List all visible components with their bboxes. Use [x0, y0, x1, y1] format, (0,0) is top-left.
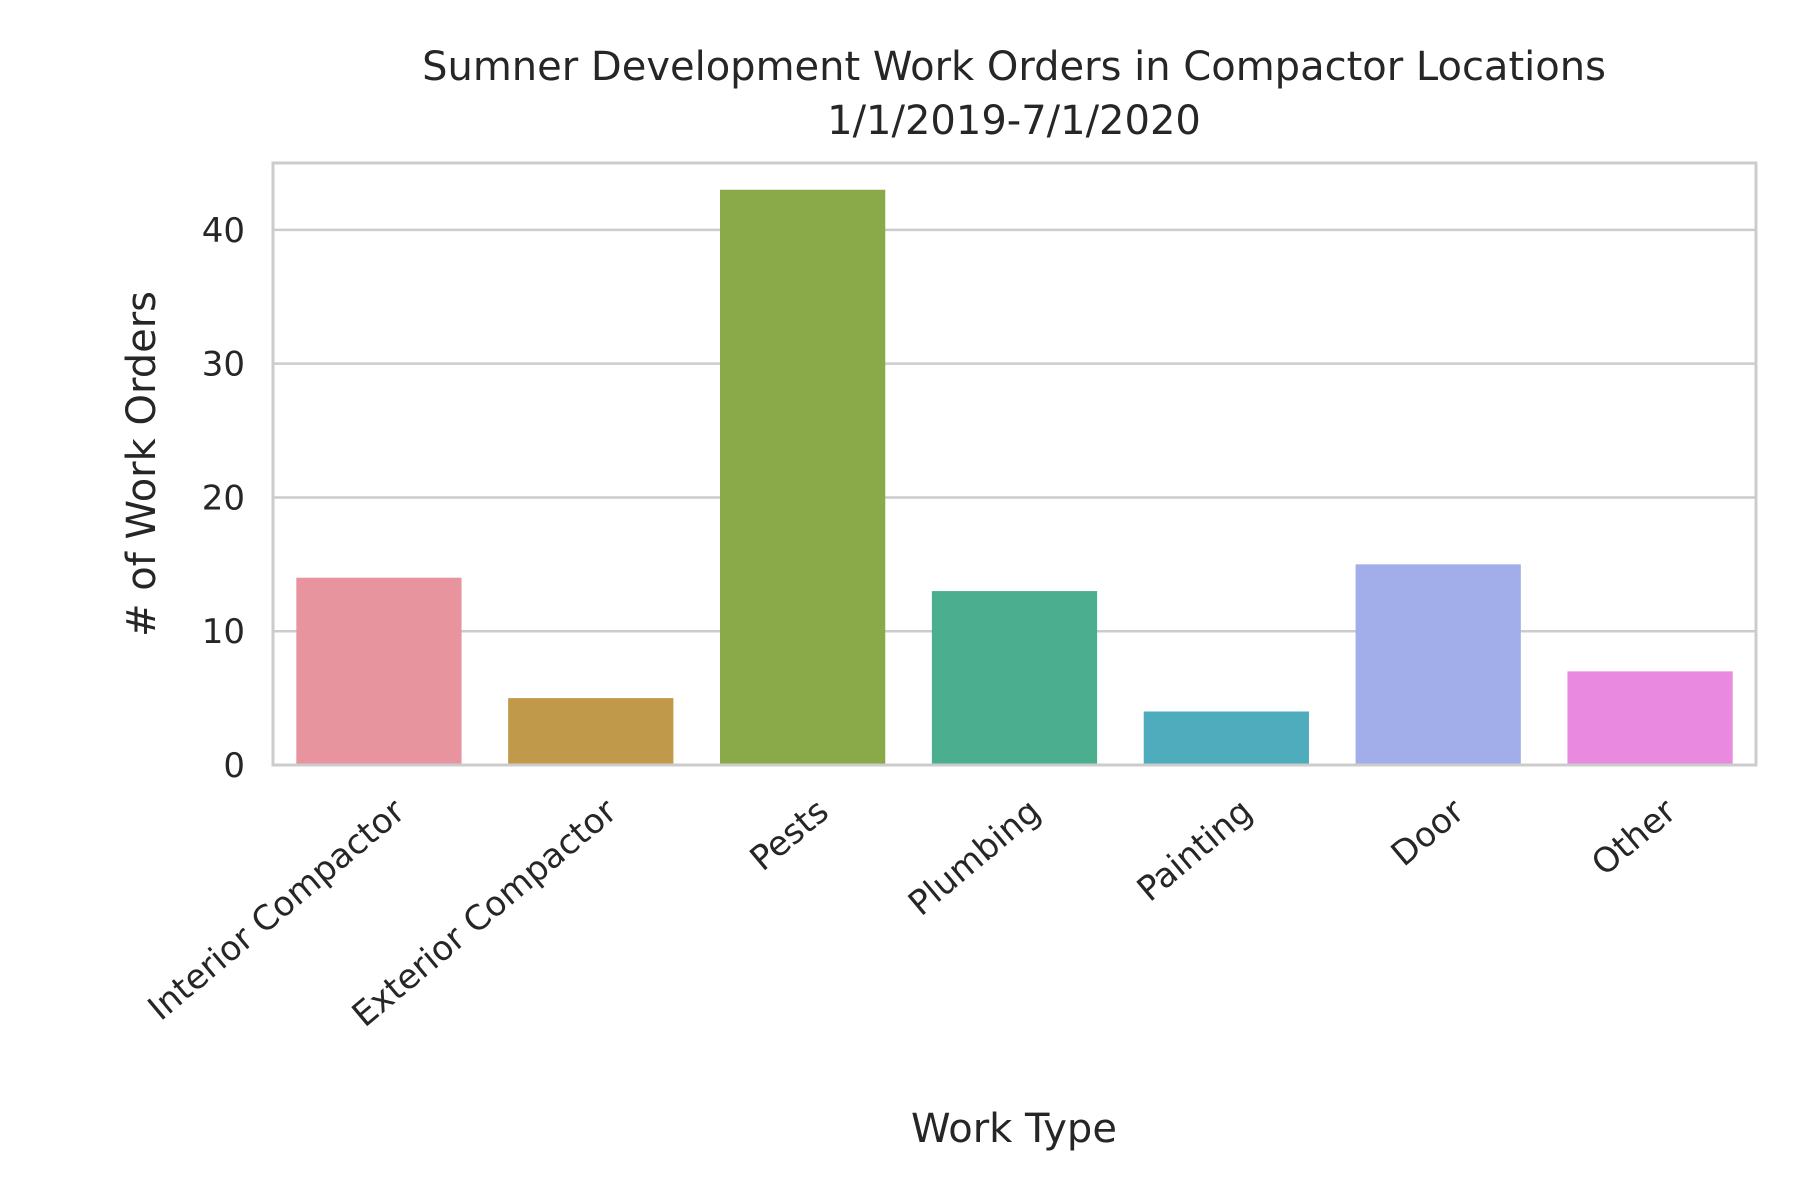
y-tick-label: 0	[223, 746, 245, 786]
y-tick-label: 30	[202, 345, 245, 385]
bars	[296, 189, 1733, 765]
x-axis-label: Work Type	[911, 1106, 1117, 1152]
y-tick-label: 20	[202, 478, 245, 518]
bar-pests	[720, 189, 886, 765]
chart-title: Sumner Development Work Orders in Compac…	[422, 44, 1606, 90]
x-tick-label: Pests	[743, 791, 837, 879]
bar-plumbing	[931, 591, 1098, 765]
bar-other	[1567, 671, 1733, 765]
bar-interior-compactor	[296, 577, 462, 765]
bar-painting	[1143, 711, 1309, 765]
x-tick-label: Door	[1384, 791, 1472, 874]
bar-exterior-compactor	[508, 698, 674, 765]
bar-door	[1355, 564, 1521, 765]
y-axis-label: # of Work Orders	[119, 291, 165, 637]
x-tick-label: Other	[1584, 791, 1684, 884]
plot-frame	[271, 161, 1758, 767]
y-tick-label: 40	[202, 211, 245, 251]
x-tick-label: Plumbing	[901, 791, 1048, 924]
x-tick-label: Painting	[1130, 791, 1260, 910]
chart-subtitle: 1/1/2019-7/1/2020	[827, 98, 1201, 144]
y-axis-ticks: 0 10 20 30 40	[202, 211, 245, 786]
y-tick-label: 10	[202, 612, 245, 652]
